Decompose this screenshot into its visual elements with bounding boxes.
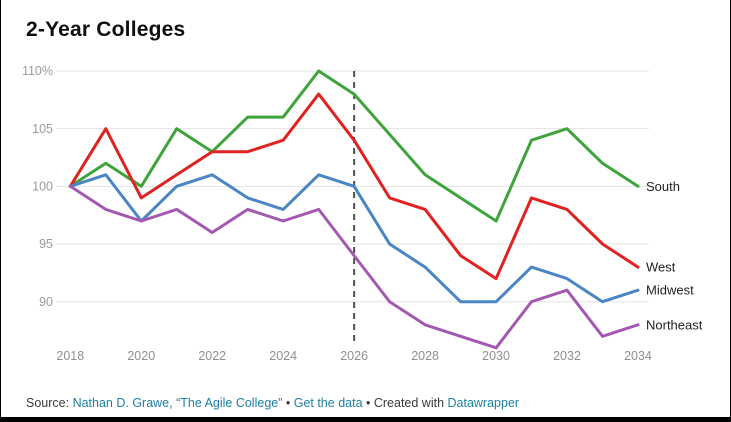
created-with-label: • Created with: [362, 396, 448, 410]
series-line-midwest: [68, 173, 640, 304]
source-label: Source:: [26, 396, 73, 410]
series-line-northeast: [68, 184, 640, 350]
series-label-northeast: Northeast: [646, 317, 703, 332]
x-axis-label-2032: 2032: [553, 349, 581, 363]
series-label-midwest: Midwest: [646, 283, 694, 298]
series-label-south: South: [646, 179, 680, 194]
x-axis-label-2026: 2026: [340, 349, 368, 363]
series-line-west: [68, 92, 640, 281]
chart-title: 2-Year Colleges: [26, 18, 186, 41]
y-axis-label-105: 105: [32, 122, 53, 136]
x-axis-label-2022: 2022: [198, 349, 226, 363]
series-line-south: [68, 69, 640, 223]
x-axis-label-2020: 2020: [127, 349, 155, 363]
separator-dot: •: [282, 396, 294, 410]
x-axis-label-2028: 2028: [411, 349, 439, 363]
source-author-link[interactable]: Nathan D. Grawe, “The Agile College”: [72, 396, 283, 410]
y-axis-label-95: 95: [39, 237, 53, 251]
series-label-west: West: [646, 260, 676, 275]
x-axis-label-2034: 2034: [624, 349, 652, 363]
y-axis-label-90: 90: [39, 295, 53, 309]
y-axis-label-110: 110%: [22, 64, 53, 78]
x-axis-label-2018: 2018: [56, 349, 84, 363]
footer-source-line: Source: Nathan D. Grawe, “The Agile Coll…: [26, 396, 519, 410]
bottom-border-bar: [1, 417, 730, 422]
x-axis-label-2030: 2030: [482, 349, 510, 363]
datawrapper-link[interactable]: Datawrapper: [447, 396, 520, 410]
y-axis-label-100: 100: [32, 180, 53, 194]
get-the-data-link[interactable]: Get the data: [293, 396, 363, 410]
x-axis-label-2024: 2024: [269, 349, 297, 363]
